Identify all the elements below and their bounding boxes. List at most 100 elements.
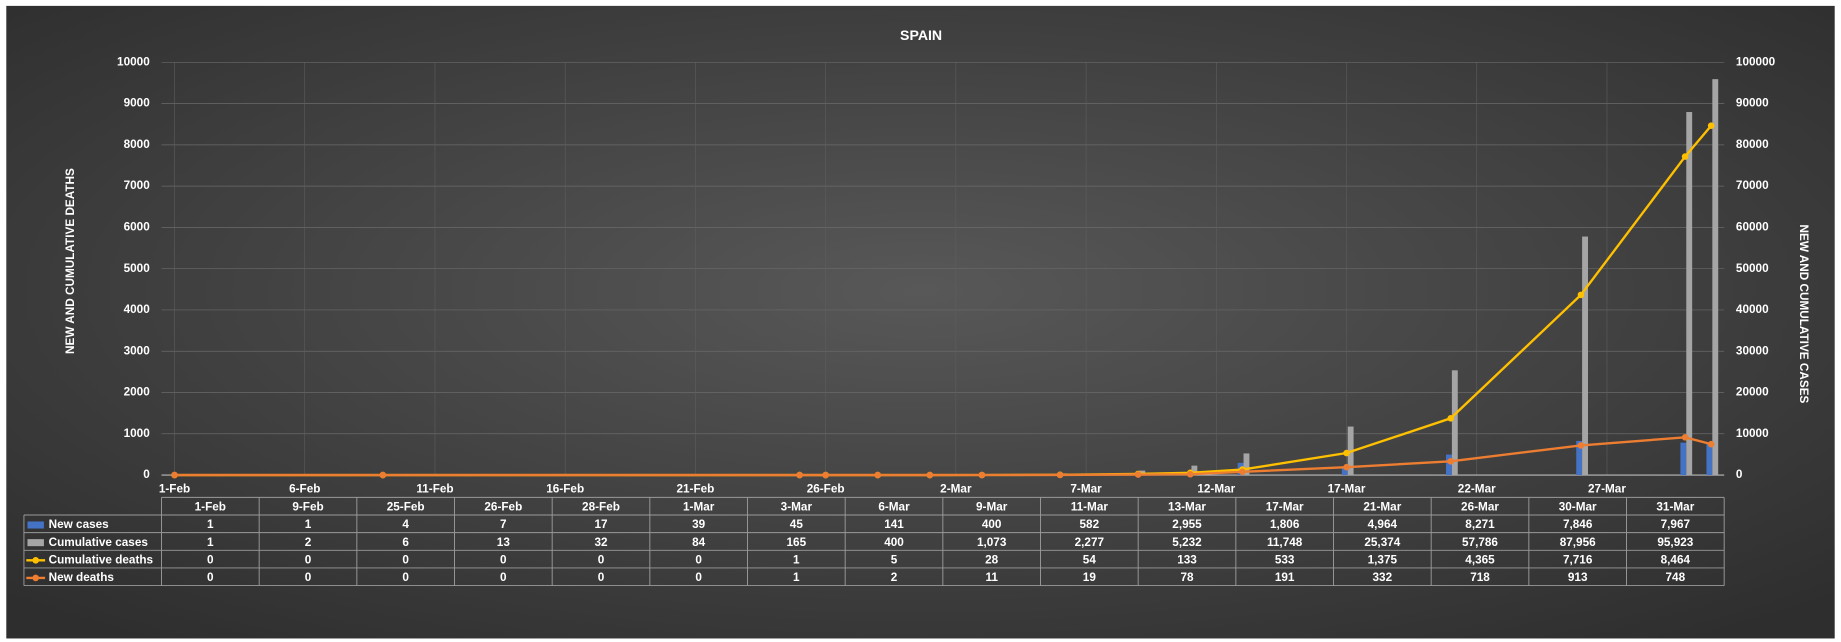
table-header: 25-Feb bbox=[387, 500, 425, 513]
table-cell: 1 bbox=[207, 518, 214, 531]
table-cell: 1,375 bbox=[1368, 553, 1398, 566]
table-cell: 7,967 bbox=[1661, 518, 1691, 531]
table-header: 26-Feb bbox=[484, 500, 522, 513]
y-tick-label: 6000 bbox=[124, 221, 151, 234]
table-cell: 39 bbox=[692, 518, 706, 531]
line-marker bbox=[1707, 440, 1715, 448]
table-cell: 1,806 bbox=[1270, 518, 1300, 531]
x-tick-label: 12-Mar bbox=[1197, 482, 1235, 495]
y2-tick-label: 0 bbox=[1736, 468, 1743, 481]
y-tick-label: 1000 bbox=[124, 427, 151, 440]
table-cell: 11 bbox=[985, 571, 998, 584]
table-cell: 0 bbox=[598, 553, 605, 566]
table-cell: 1,073 bbox=[977, 536, 1007, 549]
y2-axis-title: NEW AND CUMULATIVE CASES bbox=[1797, 225, 1810, 404]
y2-tick-label: 20000 bbox=[1736, 386, 1769, 399]
table-cell: 17 bbox=[594, 518, 608, 531]
y2-tick-label: 40000 bbox=[1736, 303, 1769, 316]
table-cell: 0 bbox=[402, 553, 409, 566]
table-cell: 400 bbox=[982, 518, 1002, 531]
line-marker bbox=[822, 471, 829, 479]
bar bbox=[1191, 465, 1198, 476]
table-cell: 6 bbox=[402, 536, 409, 549]
x-tick-label: 2-Mar bbox=[940, 482, 972, 495]
line-marker bbox=[1447, 414, 1455, 422]
table-cell: 332 bbox=[1373, 571, 1393, 584]
table-cell: 54 bbox=[1083, 553, 1097, 566]
x-tick-label: 27-Mar bbox=[1588, 482, 1626, 495]
table-cell: 95,923 bbox=[1657, 536, 1693, 549]
line-marker bbox=[796, 471, 803, 479]
x-tick-label: 21-Feb bbox=[676, 482, 714, 495]
table-cell: 400 bbox=[884, 536, 904, 549]
table-cell: 13 bbox=[497, 536, 511, 549]
bar bbox=[1451, 370, 1458, 476]
x-tick-label: 16-Feb bbox=[546, 482, 584, 495]
bar bbox=[1686, 112, 1693, 476]
y-tick-label: 7000 bbox=[124, 179, 151, 192]
table-cell: 1 bbox=[793, 571, 800, 584]
table-cell: 8,464 bbox=[1661, 553, 1691, 566]
table-header: 17-Mar bbox=[1266, 500, 1304, 513]
y2-tick-label: 90000 bbox=[1736, 97, 1769, 110]
line-marker bbox=[1239, 468, 1246, 476]
legend-label: New deaths bbox=[49, 571, 115, 584]
line bbox=[174, 436, 1712, 477]
table-cell: 25,374 bbox=[1364, 536, 1400, 549]
legend-swatch bbox=[32, 574, 39, 582]
bar bbox=[1341, 467, 1348, 476]
line-marker bbox=[1681, 434, 1689, 441]
line-marker bbox=[1577, 291, 1585, 299]
table-cell: 1 bbox=[207, 536, 214, 549]
table-cell: 5,232 bbox=[1172, 536, 1202, 549]
table-cell: 748 bbox=[1666, 571, 1686, 584]
table-cell: 0 bbox=[207, 571, 214, 584]
table-cell: 7,716 bbox=[1563, 553, 1593, 566]
table-cell: 2,277 bbox=[1075, 536, 1105, 549]
table-cell: 0 bbox=[500, 553, 507, 566]
table-cell: 8,271 bbox=[1465, 518, 1495, 531]
table-cell: 0 bbox=[695, 553, 702, 566]
table-header: 13-Mar bbox=[1168, 500, 1206, 513]
y2-tick-label: 30000 bbox=[1736, 344, 1769, 357]
bar bbox=[1243, 453, 1250, 476]
table-header: 11-Mar bbox=[1071, 500, 1109, 513]
legend-label: Cumulative deaths bbox=[49, 553, 154, 566]
line-marker bbox=[171, 471, 178, 479]
bar bbox=[1706, 442, 1713, 476]
x-tick-label: 26-Feb bbox=[807, 482, 845, 495]
table-cell: 45 bbox=[790, 518, 804, 531]
y-tick-label: 8000 bbox=[124, 138, 151, 151]
line-marker bbox=[1447, 458, 1455, 465]
table-cell: 913 bbox=[1568, 571, 1588, 584]
table-cell: 0 bbox=[207, 553, 214, 566]
x-tick-label: 11-Feb bbox=[416, 482, 453, 495]
line-marker bbox=[379, 471, 387, 479]
bar bbox=[1446, 454, 1452, 476]
y-tick-label: 2000 bbox=[124, 386, 151, 399]
y-tick-label: 0 bbox=[143, 468, 150, 481]
legend-swatch bbox=[27, 539, 44, 547]
table-cell: 165 bbox=[787, 536, 807, 549]
table-cell: 0 bbox=[305, 553, 312, 566]
table-cell: 32 bbox=[594, 536, 608, 549]
table-cell: 4 bbox=[402, 518, 409, 531]
table-cell: 28 bbox=[985, 553, 999, 566]
table-cell: 191 bbox=[1275, 571, 1295, 584]
chart-title: SPAIN bbox=[900, 27, 942, 43]
line-marker bbox=[1681, 153, 1689, 160]
x-tick-label: 7-Mar bbox=[1070, 482, 1102, 495]
table-cell: 582 bbox=[1080, 518, 1100, 531]
y2-tick-label: 50000 bbox=[1736, 262, 1769, 275]
table-header: 30-Mar bbox=[1559, 500, 1597, 513]
y-axis-title: NEW AND CUMULATIVE DEATHS bbox=[64, 168, 77, 354]
table-cell: 2 bbox=[305, 536, 312, 549]
x-tick-label: 22-Mar bbox=[1458, 482, 1496, 495]
y2-tick-label: 80000 bbox=[1736, 138, 1769, 151]
table-cell: 7 bbox=[500, 518, 507, 531]
table-cell: 4,964 bbox=[1368, 518, 1398, 531]
line-marker bbox=[926, 471, 934, 479]
table-header: 9-Mar bbox=[976, 500, 1008, 513]
y2-tick-label: 10000 bbox=[1736, 427, 1769, 440]
